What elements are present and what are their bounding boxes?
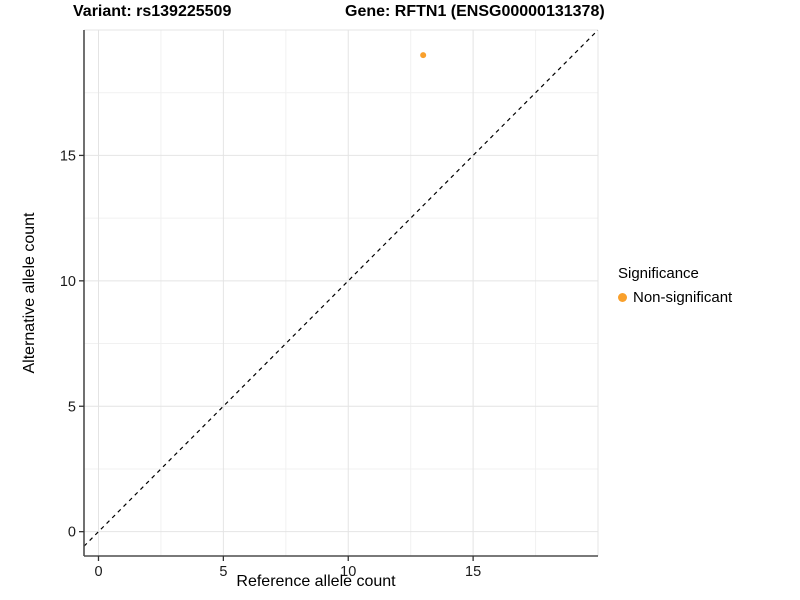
y-tick-label: 15 (60, 148, 76, 164)
legend-items: Non-significant (616, 289, 732, 306)
x-tick-label: 10 (340, 564, 356, 580)
legend-title: Significance (618, 265, 699, 282)
x-tick-label: 5 (219, 564, 227, 580)
y-axis-label: Alternative allele count (21, 212, 38, 374)
legend-item: Non-significant (616, 289, 732, 306)
legend: Significance Non-significant (616, 265, 732, 306)
legend-item-label: Non-significant (633, 289, 733, 306)
legend-point-swatch-icon (618, 293, 627, 302)
y-tick-label: 0 (68, 525, 76, 541)
identity-line (84, 30, 598, 547)
x-axis-label: Reference allele count (236, 573, 396, 590)
y-tick-label: 5 (68, 399, 76, 415)
y-tick-label: 10 (60, 274, 76, 290)
x-tick-label: 15 (465, 564, 481, 580)
plot-title-variant: Variant: rs139225509 (73, 3, 232, 20)
plot-title-gene: Gene: RFTN1 (ENSG00000131378) (345, 3, 605, 20)
x-tick-label: 0 (94, 564, 102, 580)
data-point (420, 52, 427, 59)
